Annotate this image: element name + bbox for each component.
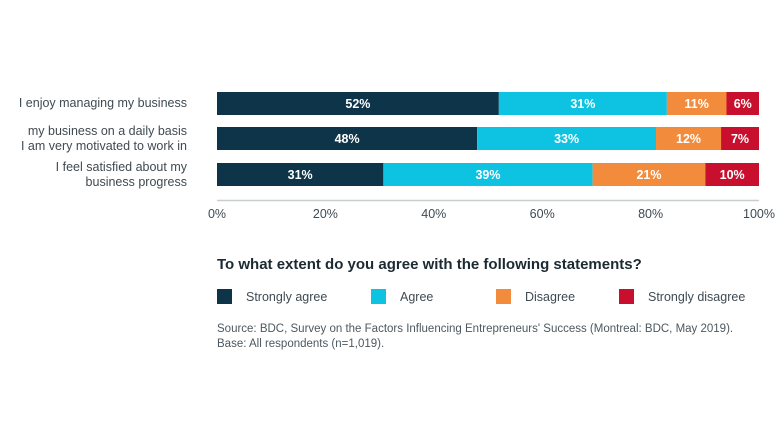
data-label: 52% <box>345 97 370 111</box>
x-tick-label: 40% <box>421 207 446 221</box>
category-label: my business on a daily basis I am very mo… <box>21 124 187 154</box>
legend-item: Disagree <box>496 289 575 304</box>
legend-item: Strongly disagree <box>619 289 745 304</box>
category-label-line: my business on a daily basis <box>27 123 187 138</box>
source-note: Source: BDC, Survey on the Factors Influ… <box>217 322 733 352</box>
category-label-line: I am very motivated to work in <box>20 138 187 153</box>
x-tick-label: 60% <box>530 207 555 221</box>
data-label: 33% <box>554 132 579 146</box>
bar-segment <box>477 127 657 150</box>
legend-swatch <box>496 289 511 304</box>
base-line: Base: All respondents (n=1,019). <box>217 338 385 350</box>
bar-segment <box>383 163 593 186</box>
data-label: 31% <box>288 168 313 182</box>
data-label: 11% <box>684 97 708 111</box>
legend-label: Strongly disagree <box>648 289 746 304</box>
chart-title: To what extent do you agree with the fol… <box>217 256 642 273</box>
data-label: 31% <box>570 97 595 111</box>
bar-segment <box>666 92 727 115</box>
bar-segment <box>498 92 667 115</box>
category-label: I feel satisfied about my business progre… <box>56 160 187 190</box>
x-tick-label: 100% <box>743 207 775 221</box>
bar-segment <box>726 92 759 115</box>
category-label-line: business progress <box>85 174 187 189</box>
bar-segment <box>656 127 722 150</box>
x-tick-label: 0% <box>208 207 226 221</box>
legend-swatch <box>371 289 386 304</box>
legend-item: Agree <box>371 289 433 304</box>
bar-segment <box>217 163 384 186</box>
x-tick-label: 80% <box>638 207 663 221</box>
bar-segment <box>217 127 478 150</box>
legend-label: Strongly agree <box>246 289 328 304</box>
bar-segment <box>721 127 759 150</box>
legend-label: Agree <box>400 289 434 304</box>
data-label: 10% <box>720 168 745 182</box>
bar-segment <box>705 163 759 186</box>
category-label-line: I enjoy managing my business <box>18 96 187 110</box>
data-label: 12% <box>676 132 701 146</box>
data-label: 21% <box>636 168 661 182</box>
data-label: 39% <box>475 168 500 182</box>
legend-swatch <box>217 289 232 304</box>
bar-segment <box>592 163 706 186</box>
legend-label: Disagree <box>525 289 576 304</box>
stacked-bar-chart: 52% 31% 11% 6% 48% 33% 12% 7% 31% 39% 21% 10% 0% 20% 4… <box>208 92 775 221</box>
bar-segment <box>217 92 499 115</box>
data-label: 7% <box>731 132 749 146</box>
source-line: Source: BDC, Survey on the Factors Influ… <box>217 323 734 335</box>
category-label-line: I feel satisfied about my <box>55 159 187 174</box>
legend-item: Strongly agree <box>217 289 327 304</box>
legend-swatch <box>619 289 634 304</box>
data-label: 48% <box>335 132 360 146</box>
x-tick-label: 20% <box>313 207 338 221</box>
category-label: I enjoy managing my business <box>19 96 187 111</box>
data-label: 6% <box>734 97 752 111</box>
